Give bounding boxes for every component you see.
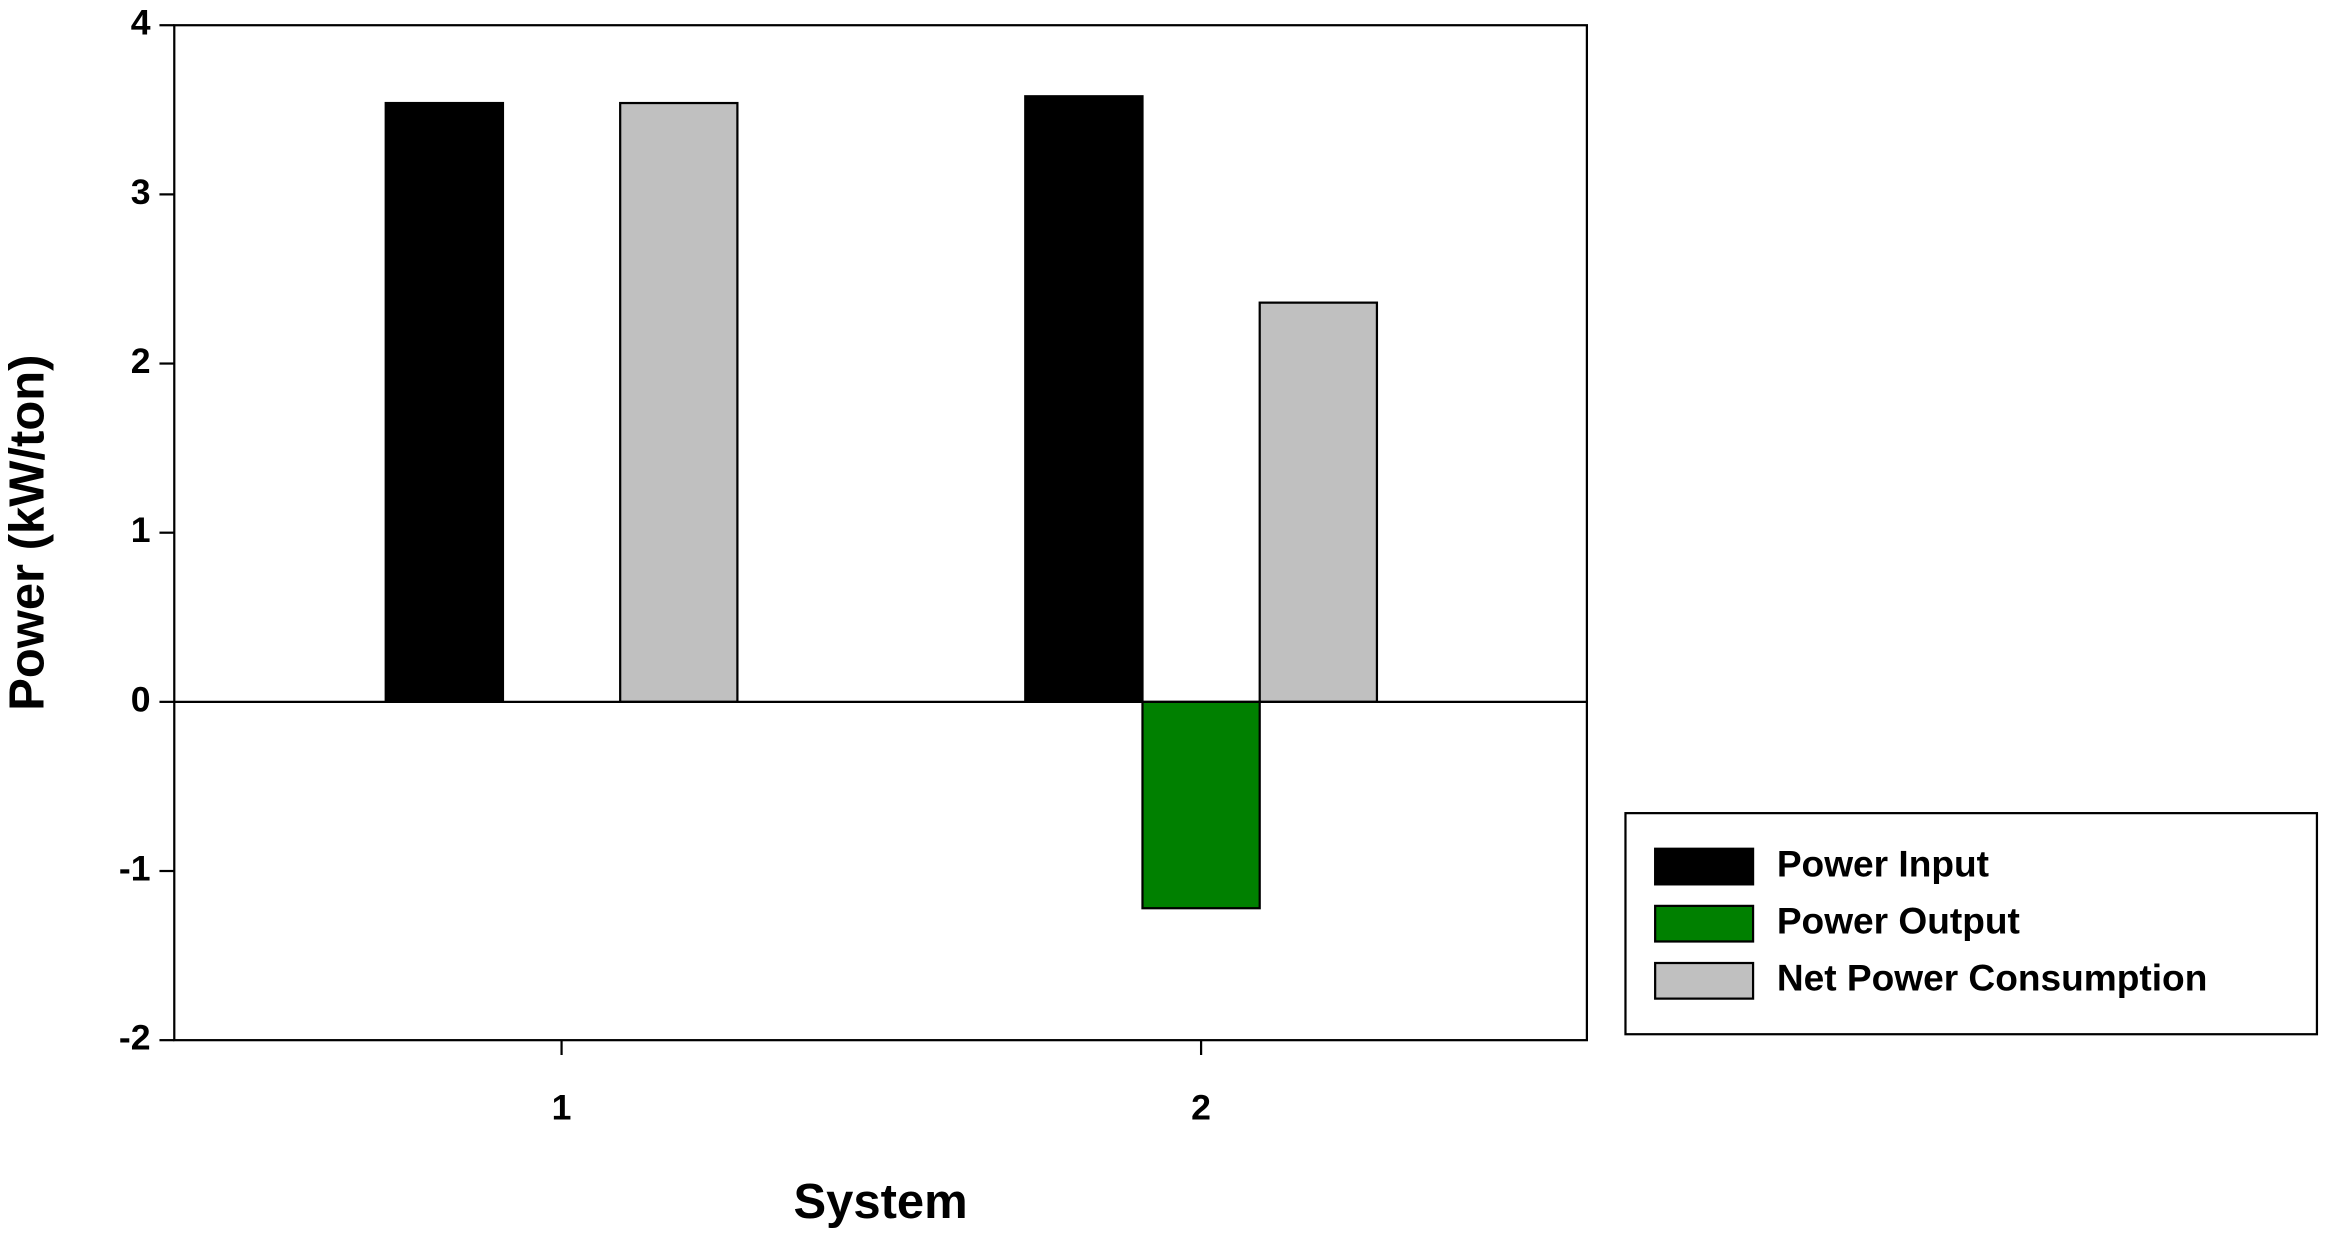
bar <box>619 101 739 703</box>
legend-label: Power Output <box>1777 899 2020 941</box>
y-tick-label: -2 <box>119 1018 151 1058</box>
bar <box>384 101 505 703</box>
bar <box>1258 301 1379 703</box>
legend-swatch <box>1654 904 1755 943</box>
legend-swatch <box>1654 847 1755 886</box>
plot-frame <box>173 24 1589 1042</box>
x-tick-label: 1 <box>552 1087 572 1127</box>
legend-swatch <box>1654 961 1755 1000</box>
y-tick-label: 2 <box>131 341 151 381</box>
legend-label: Power Input <box>1777 842 1989 884</box>
y-tick-label: 0 <box>131 679 151 719</box>
y-tick-label: 3 <box>131 172 151 212</box>
legend-label: Net Power Consumption <box>1777 957 2208 999</box>
y-tick-label: -1 <box>119 848 151 888</box>
y-tick-label: 1 <box>131 510 151 550</box>
x-axis-title: System <box>794 1175 968 1229</box>
bar <box>1141 700 1261 910</box>
x-tick-label: 2 <box>1191 1087 1211 1127</box>
bar <box>1024 95 1144 703</box>
y-tick-label: 4 <box>131 3 151 43</box>
y-axis-title: Power (kW/ton) <box>0 355 54 711</box>
